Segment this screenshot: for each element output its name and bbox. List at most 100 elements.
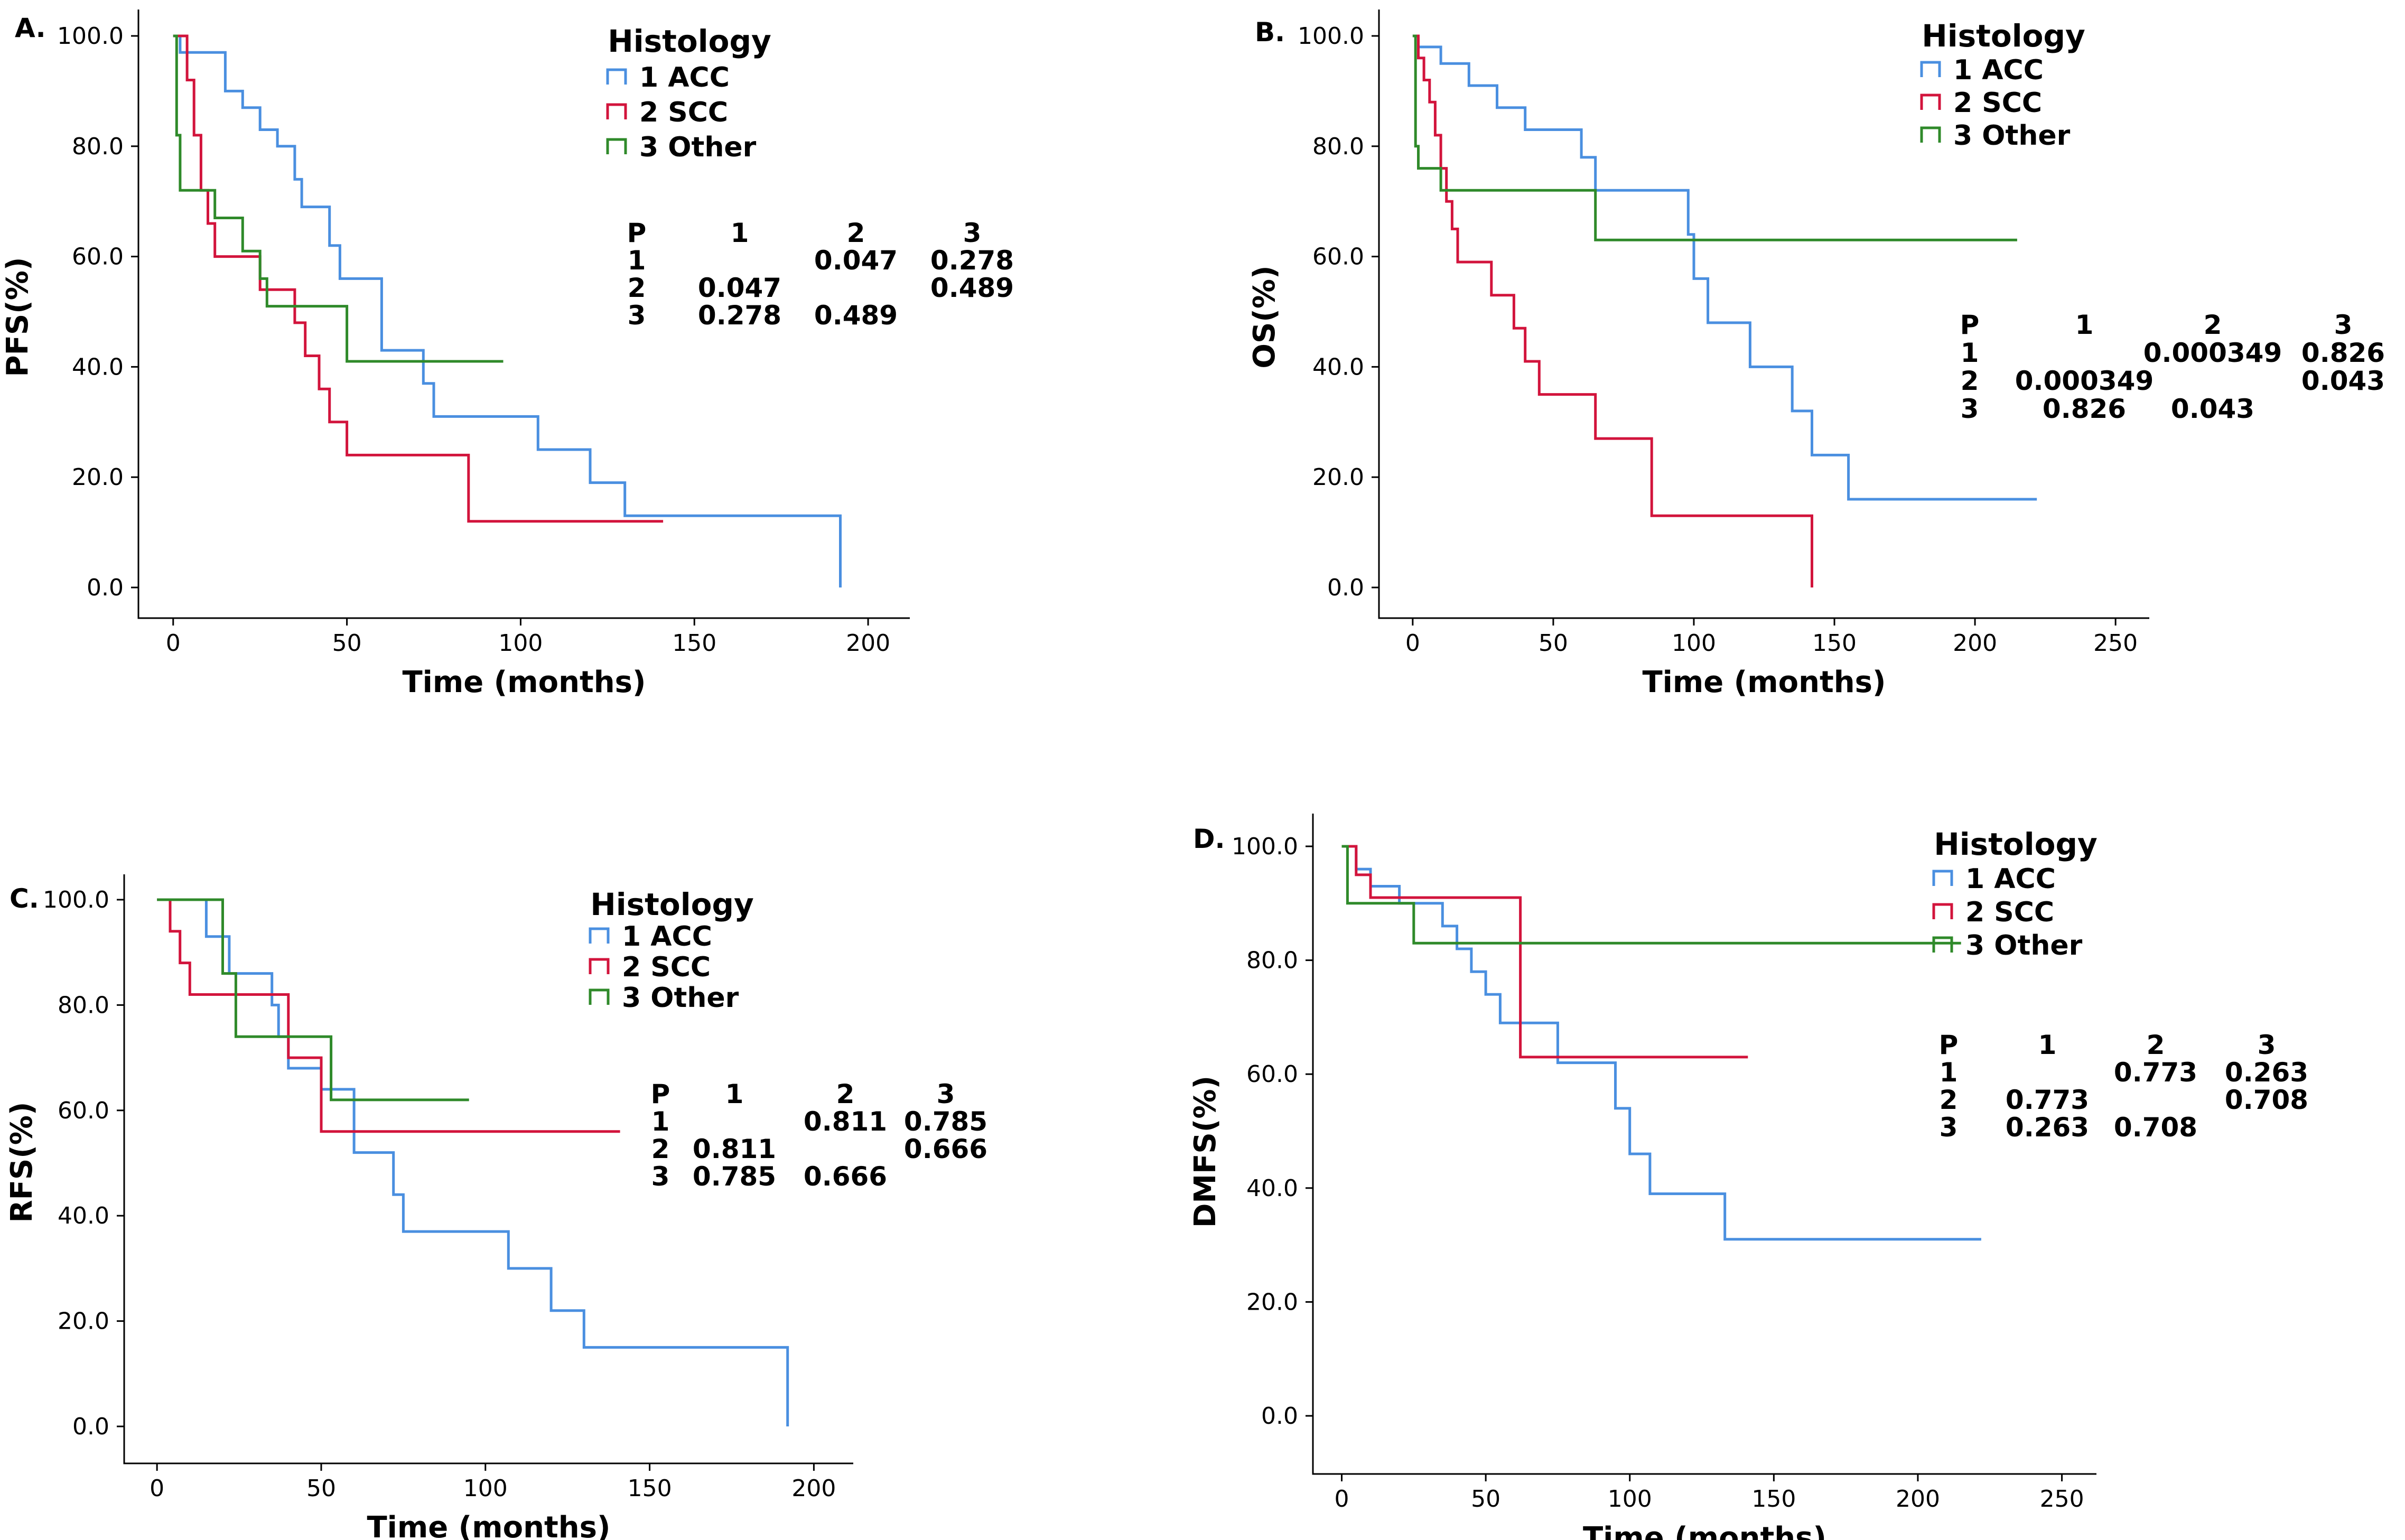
legend-swatch xyxy=(1932,936,1953,953)
x-tick-label: 100 xyxy=(463,1475,508,1502)
p-table-cell: 0.047 xyxy=(814,245,898,276)
series-scc-curve xyxy=(173,34,664,523)
p-table-cell: 0.708 xyxy=(2114,1112,2197,1143)
axis-frame xyxy=(1312,814,2096,1475)
p-table-cell: 0.043 xyxy=(2171,394,2254,424)
series-other-curve xyxy=(173,34,504,363)
p-table-cell: 0.785 xyxy=(693,1161,776,1192)
y-tick-label: 100.0 xyxy=(57,23,124,50)
series-scc-curve xyxy=(1412,34,1813,587)
x-tick-label: 0 xyxy=(150,1475,164,1502)
p-table-cell: 0.773 xyxy=(2114,1057,2197,1088)
p-table-header: 2 xyxy=(847,218,865,248)
p-table-cell: 1 xyxy=(1961,338,1979,368)
panel-label: C. xyxy=(10,883,39,914)
panel-a: 0 50 100 150 200 0.0 20.0 40.0 60.0 80.0 100.0 Time… xyxy=(1,10,1014,699)
legend-swatch xyxy=(1932,870,1953,886)
legend-item-other: 3 Other xyxy=(639,132,757,163)
p-table-cell: 0.773 xyxy=(2006,1085,2089,1115)
y-tick-label: 80.0 xyxy=(1246,947,1298,974)
x-axis-title: Time (months) xyxy=(367,1510,610,1540)
x-tick-label: 0 xyxy=(166,630,181,657)
p-table-header: P xyxy=(627,218,647,248)
x-tick-label: 100 xyxy=(498,630,543,657)
x-tick-label: 150 xyxy=(1812,630,1857,657)
p-table-cell: 0.811 xyxy=(804,1106,887,1137)
panel-label: D. xyxy=(1193,824,1225,854)
y-axis-title: OS(%) xyxy=(1247,265,1282,368)
y-tick-label: 100.0 xyxy=(1232,833,1298,860)
series-other-curve xyxy=(1341,845,1961,945)
x-axis-title: Time (months) xyxy=(1583,1521,1826,1540)
legend-item-scc: 2 SCC xyxy=(1953,87,2042,119)
y-tick-label: 60.0 xyxy=(58,1097,109,1124)
legend-swatch xyxy=(606,68,627,85)
p-table-header: P xyxy=(651,1079,670,1109)
p-table-cell: 0.826 xyxy=(2301,338,2385,368)
x-tick-label: 150 xyxy=(628,1475,672,1502)
panel-c: 0 50 100 150 200 0.0 20.0 40.0 60.0 80.0 100.0 Time… xyxy=(5,874,987,1540)
p-table-header: 3 xyxy=(2334,310,2353,340)
p-table-header: 3 xyxy=(2258,1030,2276,1060)
y-axis-title: DMFS(%) xyxy=(1188,1076,1223,1228)
p-table-cell: 0.811 xyxy=(693,1134,776,1164)
p-table-header: 1 xyxy=(2038,1030,2057,1060)
x-tick-label: 50 xyxy=(332,630,362,657)
p-table-header: P xyxy=(1939,1030,1959,1060)
p-table-cell: 2 xyxy=(1940,1085,1958,1115)
axis-frame xyxy=(123,874,853,1464)
p-table-cell: 0.263 xyxy=(2225,1057,2308,1088)
y-tick-label: 40.0 xyxy=(58,1202,109,1229)
p-table-header: 3 xyxy=(963,218,982,248)
x-tick-label: 150 xyxy=(672,630,716,657)
x-tick-label: 250 xyxy=(2040,1486,2084,1513)
panel-d: 0 50 100 150 200 250 0.0 20.0 40.0 60.0 80.0 100.0 T… xyxy=(1188,814,2308,1540)
y-tick-label: 80.0 xyxy=(72,133,124,160)
y-tick-label: 100.0 xyxy=(43,886,109,913)
series-acc-curve xyxy=(1341,845,1981,1241)
p-table-cell: 3 xyxy=(651,1161,670,1192)
y-tick-label: 20.0 xyxy=(58,1308,109,1335)
x-tick-label: 250 xyxy=(2093,630,2138,657)
x-tick-label: 150 xyxy=(1751,1486,1796,1513)
y-tick-label: 20.0 xyxy=(72,464,124,491)
x-axis-title: Time (months) xyxy=(1642,665,1886,699)
panel-label: B. xyxy=(1255,17,1285,48)
legend-item-scc: 2 SCC xyxy=(622,951,711,983)
panel-b: 0 50 100 150 200 250 0.0 20.0 40.0 60.0 80.0 100.0 T… xyxy=(1247,10,2385,699)
x-tick-label: 0 xyxy=(1405,630,1420,657)
legend-item-acc: 1 ACC xyxy=(1965,863,2056,895)
p-table-cell: 0.708 xyxy=(2225,1085,2308,1115)
p-table-header: P xyxy=(1960,310,1980,340)
x-tick-label: 50 xyxy=(306,1475,336,1502)
x-tick-label: 0 xyxy=(1335,1486,1349,1513)
x-tick-label: 50 xyxy=(1539,630,1568,657)
p-table-cell: 1 xyxy=(628,245,646,276)
y-tick-label: 40.0 xyxy=(1312,353,1364,380)
series-other-curve xyxy=(1412,34,2017,241)
x-tick-label: 200 xyxy=(1896,1486,1940,1513)
legend-title: Histology xyxy=(1934,826,2098,862)
x-axis-title: Time (months) xyxy=(402,665,646,699)
series-acc-curve xyxy=(157,898,789,1426)
p-table-cell: 1 xyxy=(1940,1057,1958,1088)
legend-item-scc: 2 SCC xyxy=(639,97,728,128)
p-table-cell: 0.000349 xyxy=(2015,366,2154,396)
legend-swatch xyxy=(1920,94,1941,110)
y-tick-label: 100.0 xyxy=(1298,23,1364,50)
y-tick-label: 0.0 xyxy=(72,1413,109,1440)
y-tick-label: 80.0 xyxy=(58,992,109,1019)
legend-title: Histology xyxy=(590,886,754,922)
legend-swatch xyxy=(606,103,627,119)
legend-title: Histology xyxy=(608,23,771,59)
legend-swatch xyxy=(589,988,610,1005)
p-table-header: 1 xyxy=(2075,310,2094,340)
legend-title: Histology xyxy=(1922,18,2085,54)
legend-swatch xyxy=(606,138,627,154)
y-tick-label: 20.0 xyxy=(1312,464,1364,491)
p-table-cell: 0.278 xyxy=(698,300,781,331)
legend-item-acc: 1 ACC xyxy=(639,62,730,94)
p-table-header: 2 xyxy=(836,1079,855,1109)
series-scc-curve xyxy=(1341,845,1748,1059)
legend-swatch xyxy=(1932,903,1953,919)
